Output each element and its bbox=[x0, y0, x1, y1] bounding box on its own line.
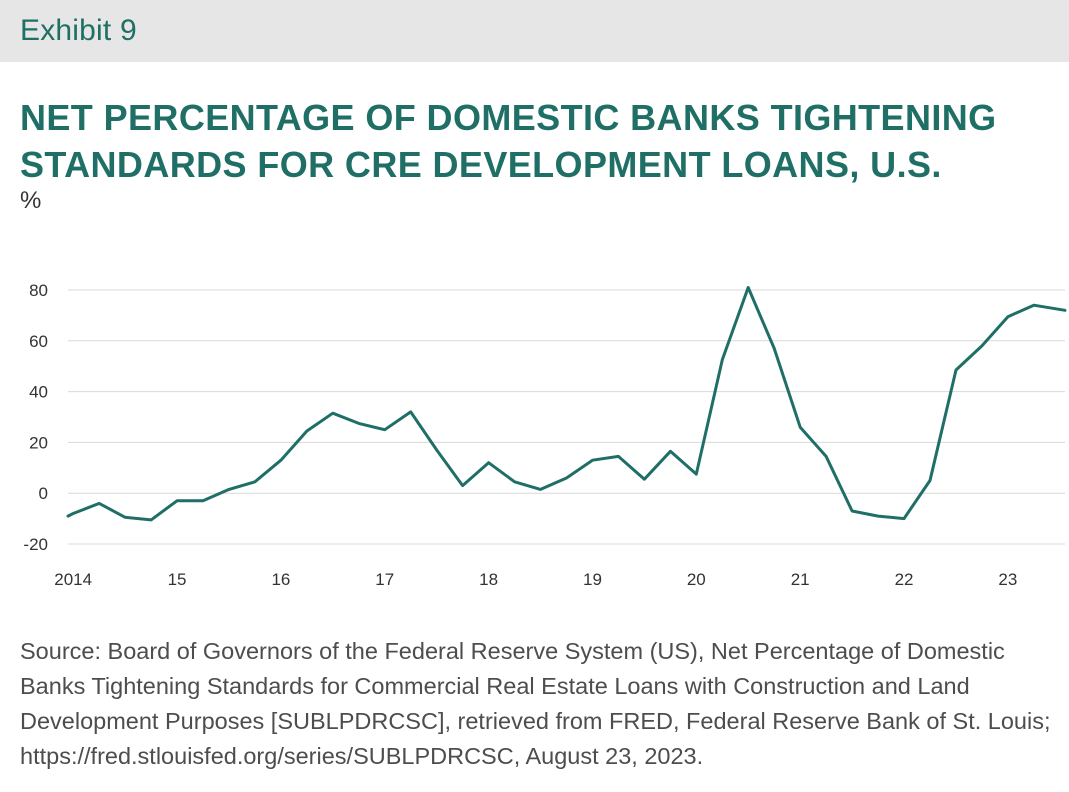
exhibit-label: Exhibit 9 bbox=[20, 14, 137, 47]
x-tick-label: 19 bbox=[583, 570, 602, 589]
exhibit-header-bar: Exhibit 9 bbox=[0, 0, 1069, 62]
chart-title: NET PERCENTAGE OF DOMESTIC BANKS TIGHTEN… bbox=[20, 97, 997, 185]
y-axis-ticks: -20 0 20 40 60 80 bbox=[23, 281, 48, 554]
y-tick-label: 20 bbox=[29, 433, 48, 452]
x-tick-label: 16 bbox=[271, 570, 290, 589]
x-axis-ticks: 2014 15 16 17 18 19 20 21 22 23 bbox=[54, 570, 1017, 589]
y-tick-label: -20 bbox=[23, 535, 48, 554]
series-line-0 bbox=[66, 286, 1067, 522]
x-tick-label: 15 bbox=[168, 570, 187, 589]
y-tick-label: 0 bbox=[39, 484, 48, 503]
x-tick-label: 21 bbox=[791, 570, 810, 589]
series-layer bbox=[66, 286, 1067, 522]
y-tick-label: 80 bbox=[29, 281, 48, 300]
x-tick-label: 23 bbox=[998, 570, 1017, 589]
y-tick-label: 60 bbox=[29, 332, 48, 351]
x-tick-label: 17 bbox=[375, 570, 394, 589]
x-tick-label: 20 bbox=[687, 570, 706, 589]
y-unit-label: % bbox=[20, 187, 42, 214]
line-chart: -20 0 20 40 60 80 2014 15 16 17 18 19 20 21 22 23 bbox=[23, 281, 1067, 589]
x-tick-label: 22 bbox=[895, 570, 914, 589]
y-tick-label: 40 bbox=[29, 383, 48, 402]
x-tick-label: 2014 bbox=[54, 570, 92, 589]
gridlines bbox=[68, 289, 1065, 545]
source-note: Source: Board of Governors of the Federa… bbox=[20, 638, 1051, 769]
x-tick-label: 18 bbox=[479, 570, 498, 589]
